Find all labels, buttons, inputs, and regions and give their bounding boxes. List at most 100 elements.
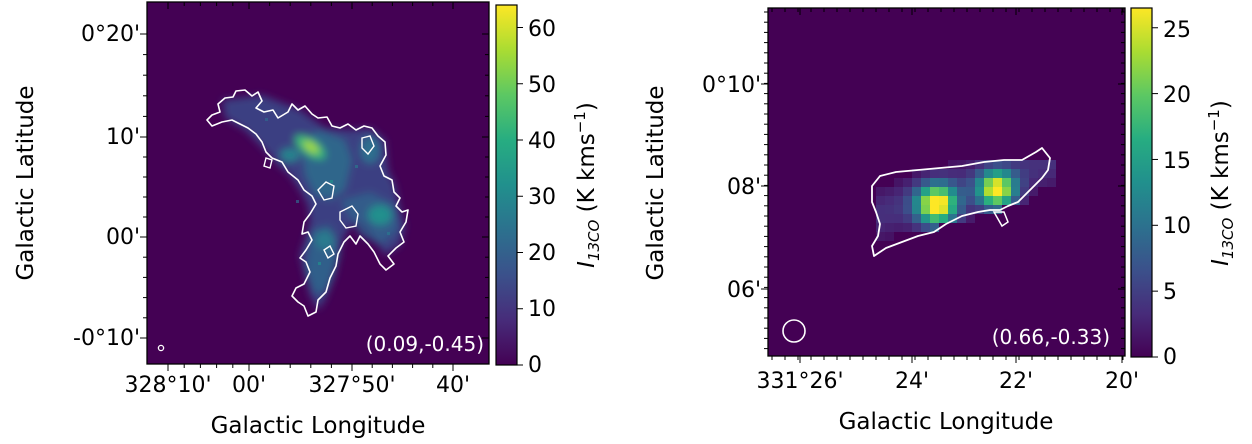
emission-pixel — [975, 205, 984, 214]
left-contour — [206, 89, 409, 317]
left-emission-map — [206, 89, 409, 317]
emission-pixel — [975, 169, 984, 178]
right-xtick-label: 331°26' — [756, 369, 843, 394]
right-colorbar-label: I13CO (K kms−1) — [1205, 100, 1237, 266]
emission-pixel — [966, 205, 975, 214]
emission-pixel — [894, 214, 903, 223]
emission-pixel — [1038, 178, 1047, 187]
emission-pixel — [948, 160, 957, 169]
left-x-axis-label: Galactic Longitude — [211, 413, 426, 439]
left-cbar-tick-label: 0 — [528, 353, 542, 378]
emission-pixel — [930, 214, 939, 223]
emission-pixel — [957, 160, 966, 169]
emission-pixel — [948, 205, 957, 214]
emission-pixel — [1002, 169, 1011, 178]
left-annotation: (0.09,-0.45) — [366, 332, 484, 356]
emission-pixel — [1038, 169, 1047, 178]
emission-pixel — [1011, 178, 1020, 187]
emission-pixel — [1002, 187, 1011, 196]
emission-pixel — [957, 205, 966, 214]
left-xtick-label: 327°50' — [308, 373, 395, 398]
left-cbar-tick-label: 60 — [528, 17, 556, 42]
right-y-axis-label: Galactic Latitude — [643, 85, 669, 280]
emission-pixel — [1047, 169, 1056, 178]
right-xtick-label: 22' — [999, 369, 1033, 394]
emission-pixel — [993, 169, 1002, 178]
left-xtick-label: 40' — [436, 373, 470, 398]
emission-pixel — [984, 160, 993, 169]
emission-pixel — [1029, 187, 1038, 196]
left-cbar-tick-label: 20 — [528, 241, 556, 266]
emission-pixel — [930, 169, 939, 178]
emission-pixel — [957, 169, 966, 178]
emission-pixel — [903, 187, 912, 196]
right-cbar-tick-label: 0 — [1163, 345, 1177, 370]
left-cbar-tick-label: 40 — [528, 129, 556, 154]
right-ytick-label: 06' — [727, 278, 761, 303]
emission-pixel — [1038, 160, 1047, 169]
right-cbar-tick-label: 5 — [1163, 280, 1177, 305]
emission-pixel — [894, 187, 903, 196]
emission-pixel — [1020, 160, 1029, 169]
emission-pixel — [921, 169, 930, 178]
right-colorbar — [1130, 7, 1153, 358]
emission-pixel — [966, 187, 975, 196]
emission-pixel — [975, 178, 984, 187]
left-colorbar-ticks — [517, 27, 523, 366]
right-ytick-label: 0°10' — [702, 73, 761, 98]
emission-pixel — [1011, 160, 1020, 169]
right-xtick-label: 24' — [895, 369, 929, 394]
emission-pixel — [921, 196, 930, 205]
emission-pixel — [1029, 178, 1038, 187]
emission-pixel — [939, 196, 948, 205]
emission-pixel — [876, 223, 885, 232]
right-frame — [767, 7, 1126, 357]
emission-pixel — [1020, 196, 1029, 205]
right-cbar-tick-label: 10 — [1163, 214, 1191, 239]
emission-pixel — [921, 223, 930, 232]
left-beam-icon — [157, 344, 165, 352]
emission-pixel — [903, 223, 912, 232]
left-ytick-label: 0°20' — [81, 22, 140, 47]
left-colorbar-label: I13CO (K kms−1) — [571, 102, 603, 268]
emission-pixel — [921, 205, 930, 214]
emission-pixel — [957, 187, 966, 196]
emission-pixel — [966, 178, 975, 187]
right-colorbar-ticks — [1152, 27, 1158, 358]
emission-pixel — [1020, 178, 1029, 187]
right-x-axis-label: Galactic Longitude — [839, 409, 1054, 435]
emission-pixel — [1011, 169, 1020, 178]
emission-pixel — [876, 196, 885, 205]
right-contour — [871, 147, 1051, 257]
emission-pixel — [939, 205, 948, 214]
emission-pixel — [912, 169, 921, 178]
emission-pixel — [948, 196, 957, 205]
left-ticks — [140, 2, 489, 371]
emission-pixel — [894, 205, 903, 214]
right-ytick-label: 08' — [727, 175, 761, 200]
emission-pixel — [1002, 178, 1011, 187]
emission-pixel — [921, 214, 930, 223]
emission-pixel — [1011, 196, 1020, 205]
emission-pixel — [912, 205, 921, 214]
emission-pixel — [912, 196, 921, 205]
emission-pixel — [1020, 169, 1029, 178]
left-y-axis-label: Galactic Latitude — [13, 85, 39, 280]
emission-pixel — [903, 178, 912, 187]
left-xtick-label: 00' — [232, 373, 266, 398]
emission-pixel — [912, 223, 921, 232]
emission-pixel — [939, 178, 948, 187]
emission-pixel — [885, 205, 894, 214]
left-panel: (0.09,-0.45) 328°10' 00' 327°50' 40' 0°2… — [13, 1, 603, 439]
emission-pixel — [876, 187, 885, 196]
emission-pixel — [1047, 178, 1056, 187]
emission-pixel — [930, 223, 939, 232]
right-cbar-tick-label: 15 — [1163, 149, 1191, 174]
emission-pixel — [930, 196, 939, 205]
emission-pixel — [984, 169, 993, 178]
emission-pixel — [966, 196, 975, 205]
right-beam-icon — [782, 319, 806, 343]
emission-pixel — [876, 214, 885, 223]
emission-pixel — [1020, 187, 1029, 196]
